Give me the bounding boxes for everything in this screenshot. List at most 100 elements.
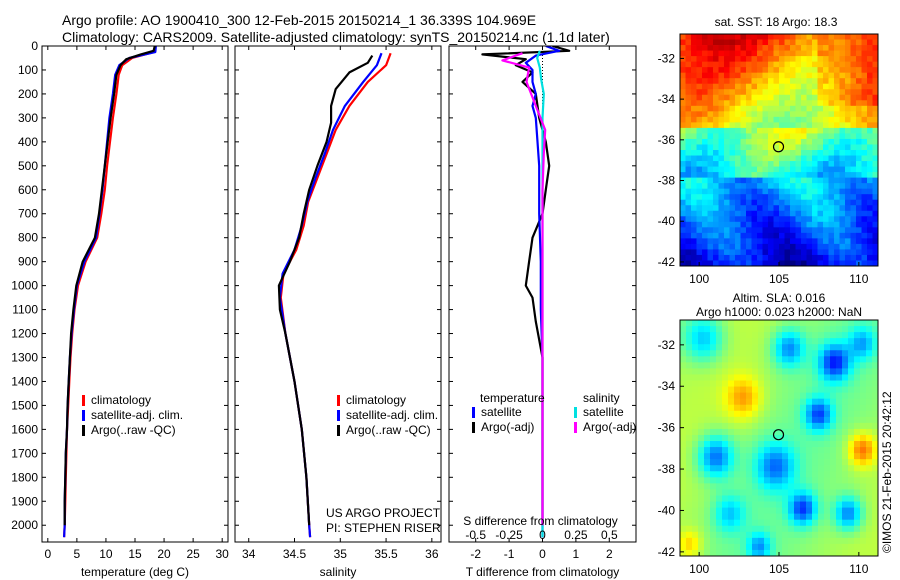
- heatmap-cell: [800, 519, 807, 527]
- heatmap-cell: [839, 177, 846, 184]
- heatmap-cell: [716, 332, 723, 339]
- heatmap-cell: [686, 453, 693, 460]
- heatmap-cell: [782, 350, 789, 357]
- heatmap-cell: [686, 441, 693, 448]
- heatmap-cell: [828, 111, 835, 118]
- heatmap-cell: [691, 61, 697, 68]
- heatmap-cell: [790, 116, 796, 123]
- heatmap-cell: [724, 221, 730, 228]
- heatmap-cell: [806, 100, 813, 107]
- heatmap-cell: [728, 338, 735, 345]
- heatmap-cell: [707, 67, 714, 74]
- heatmap-cell: [845, 100, 851, 107]
- heatmap-cell: [718, 61, 725, 68]
- heatmap-cell: [836, 525, 843, 533]
- heatmap-cell: [817, 249, 824, 256]
- heatmap-cell: [751, 94, 758, 101]
- heatmap-cell: [836, 398, 843, 406]
- heatmap-cell: [834, 39, 840, 46]
- heatmap-cell: [752, 501, 759, 508]
- heatmap-cell: [842, 483, 849, 490]
- heatmap-cell: [729, 50, 736, 57]
- heatmap-cell: [768, 221, 774, 228]
- heatmap-cell: [722, 453, 729, 460]
- heatmap-cell: [718, 72, 725, 79]
- heatmap-cell: [828, 238, 835, 245]
- heatmap-cell: [746, 386, 753, 394]
- heatmap-cell: [685, 78, 692, 85]
- heatmap-cell: [817, 100, 824, 107]
- heatmap-cell: [794, 441, 801, 448]
- heatmap-cell: [722, 549, 729, 557]
- heatmap-cell: [773, 260, 780, 267]
- heatmap-cell: [704, 513, 711, 521]
- heatmap-cell: [764, 447, 771, 454]
- heatmap-cell: [762, 188, 769, 195]
- heatmap-cell: [702, 243, 708, 250]
- heatmap-cell: [735, 183, 741, 190]
- heatmap-cell: [812, 78, 818, 85]
- heatmap-cell: [768, 50, 774, 57]
- heatmap-cell: [782, 368, 789, 375]
- xtick-label: 34.5: [283, 547, 307, 561]
- heatmap-cell: [794, 465, 801, 472]
- heatmap-cell: [834, 127, 840, 134]
- heatmap-cell: [854, 519, 861, 527]
- heatmap-cell: [768, 122, 774, 129]
- heatmap-cell: [856, 238, 862, 245]
- heatmap-cell: [692, 531, 699, 539]
- heatmap-cell: [806, 434, 813, 442]
- heatmap-cell: [685, 150, 692, 156]
- heatmap-cell: [830, 410, 837, 418]
- heatmap-cell: [680, 471, 687, 478]
- heatmap-cell: [828, 166, 835, 173]
- heatmap-cell: [782, 507, 789, 515]
- heatmap-cell: [722, 380, 729, 387]
- heatmap-cell: [788, 356, 795, 363]
- heatmap-cell: [823, 61, 829, 68]
- heatmap-cell: [790, 34, 796, 40]
- heatmap-cell: [830, 495, 837, 502]
- heatmap-cell: [729, 243, 736, 250]
- heatmap-cell: [746, 111, 752, 118]
- heatmap-cell: [698, 410, 705, 418]
- heatmap-cell: [724, 111, 730, 118]
- heatmap-cell: [707, 232, 714, 239]
- heatmap-cell: [746, 205, 752, 212]
- heatmap-cell: [751, 133, 758, 140]
- ytick-label: 100: [18, 63, 38, 77]
- heatmap-cell: [685, 232, 692, 239]
- heatmap-cell: [845, 89, 851, 96]
- heatmap-cell: [718, 194, 725, 201]
- heatmap-cell: [751, 188, 758, 195]
- heatmap-cell: [728, 422, 735, 430]
- heatmap-cell: [812, 453, 819, 460]
- heatmap-cell: [790, 210, 796, 217]
- heatmap-cell: [806, 254, 813, 261]
- heatmap-cell: [823, 172, 829, 179]
- heatmap-cell: [779, 34, 785, 40]
- heatmap-cell: [860, 356, 867, 363]
- heatmap-cell: [696, 94, 703, 101]
- heatmap-cell: [830, 519, 837, 527]
- heatmap-cell: [698, 344, 705, 351]
- heatmap-cell: [768, 177, 774, 184]
- heatmap-cell: [722, 501, 729, 508]
- heatmap-cell: [746, 144, 752, 151]
- heatmap-cell: [823, 78, 829, 85]
- heatmap-cell: [823, 188, 829, 195]
- heatmap-cell: [729, 161, 736, 167]
- heatmap-cell: [812, 434, 819, 442]
- heatmap-cell: [773, 83, 780, 90]
- heatmap-cell: [806, 495, 813, 502]
- heatmap-cell: [848, 531, 855, 539]
- heatmap-cell: [752, 434, 759, 442]
- heatmap-cell: [728, 441, 735, 448]
- heatmap-cell: [698, 428, 705, 436]
- heatmap-cell: [848, 495, 855, 502]
- heatmap-cell: [729, 166, 736, 173]
- heatmap-cell: [823, 67, 829, 74]
- heatmap-cell: [812, 210, 818, 217]
- heatmap-cell: [740, 199, 747, 206]
- heatmap-cell: [866, 350, 873, 357]
